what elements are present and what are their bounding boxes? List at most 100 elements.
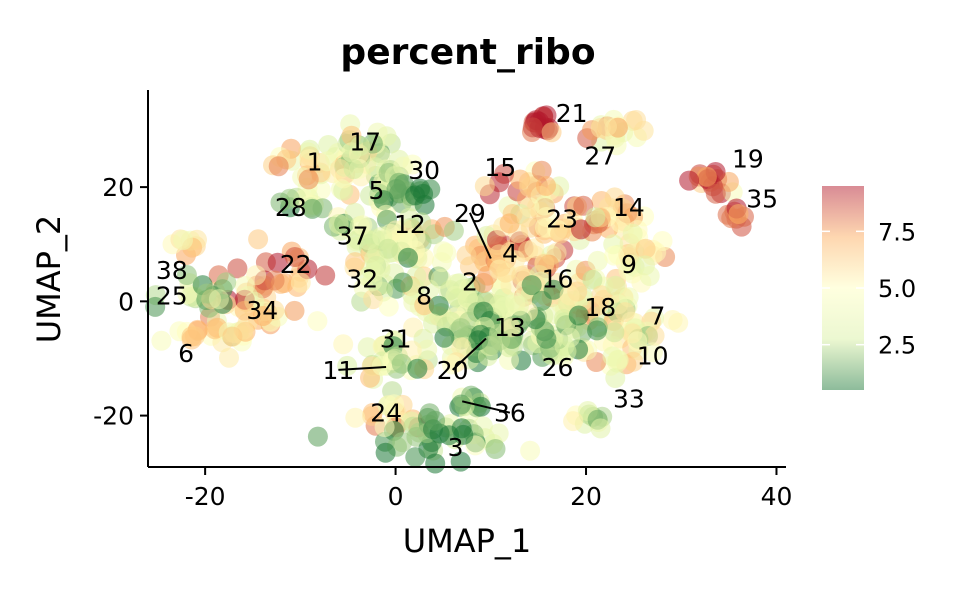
scatter-point-cluster-20	[434, 327, 455, 348]
scatter-point-cluster-32	[398, 232, 419, 253]
cluster-label-32: 32	[346, 265, 378, 294]
scatter-point-cluster-26	[608, 350, 629, 370]
cluster-label-23: 23	[546, 205, 578, 234]
cluster-label-30: 30	[408, 156, 440, 185]
scatter-point-cluster-23	[550, 223, 571, 244]
scatter-point-cluster-11	[441, 354, 462, 375]
cluster-label-16: 16	[542, 265, 574, 294]
scatter-point-cluster-3	[488, 423, 509, 444]
scatter-point-cluster-23	[516, 207, 537, 228]
cluster-label-26: 26	[542, 353, 574, 382]
cluster-label-19: 19	[732, 145, 764, 174]
scatter-point-cluster-3	[425, 410, 446, 431]
cluster-label-10: 10	[637, 342, 669, 371]
scatter-point-cluster-3	[374, 417, 395, 438]
x-tick-label: -20	[185, 482, 226, 511]
scatter-point-cluster-30	[386, 179, 407, 199]
cluster-label-14: 14	[613, 193, 645, 222]
cluster-label-12: 12	[394, 210, 426, 239]
scatter-point-cluster-34	[307, 311, 328, 332]
scatter-point-cluster-6	[222, 326, 243, 347]
scatter-point-cluster-19	[679, 170, 700, 191]
scatter-point-cluster-20	[490, 330, 511, 351]
scatter-point-cluster-24	[384, 394, 405, 415]
legend-ticks: 2.5 5.0 7.5	[822, 218, 916, 360]
scatter-point-cluster-9	[635, 238, 656, 259]
cluster-label-22: 22	[280, 250, 312, 279]
scatter-point-cluster-6	[151, 330, 172, 351]
scatter-point-cluster-3	[405, 447, 426, 468]
scatter-point-cluster-9	[620, 254, 641, 275]
cluster-labels-layer: 1 17 28 5 30 37 12 32 8 2 29 4 16 15 21 27 23 14 918 7 10 26 3…	[156, 99, 778, 462]
scatter-point-cluster-28	[270, 192, 291, 213]
scatter-point-cluster-9	[604, 245, 625, 266]
scatter-point-cluster-8	[392, 272, 413, 293]
cluster-label-33: 33	[613, 385, 645, 414]
scatter-point-cluster-9	[639, 266, 660, 286]
scatter-point-cluster-21	[522, 117, 543, 138]
scatter-point-cluster-22	[248, 229, 269, 250]
points-layer	[145, 105, 754, 474]
scatter-point-cluster-11	[371, 355, 392, 376]
y-tick-label: 20	[102, 173, 134, 202]
cluster-label-17: 17	[349, 127, 381, 156]
cluster-label-4: 4	[502, 239, 518, 268]
cluster-label-35: 35	[746, 185, 778, 214]
scatter-point-cluster-6	[181, 329, 202, 350]
scatter-point-cluster-23	[499, 213, 520, 234]
scatter-point-cluster-35	[728, 204, 749, 224]
cluster-label-27: 27	[584, 142, 616, 171]
scatter-point-cluster-32	[378, 238, 399, 259]
scatter-point-cluster-3	[520, 440, 541, 461]
cluster-label-31: 31	[380, 325, 412, 354]
scatter-point-cluster-3	[451, 418, 472, 439]
scatter-point-cluster-31	[357, 337, 378, 358]
scatter-point-cluster-3	[375, 442, 396, 463]
scatter-point-cluster-24	[362, 403, 383, 423]
scatter-point-cluster-34	[284, 300, 305, 321]
scatter-point-cluster-7	[662, 310, 683, 330]
scatter-point-cluster-8	[430, 268, 451, 289]
scatter-point-cluster-10	[604, 322, 625, 343]
scatter-point-cluster-15	[536, 176, 556, 196]
scatter-point-cluster-1	[298, 169, 319, 190]
scatter-point-cluster-13	[568, 305, 589, 326]
scatter-point-cluster-13	[457, 287, 478, 308]
cluster-label-20: 20	[437, 356, 469, 385]
scatter-point-cluster-25	[145, 296, 166, 317]
cluster-label-2: 2	[462, 267, 478, 296]
scatter-point-cluster-1	[268, 156, 289, 177]
scatter-point-cluster-13	[554, 336, 575, 357]
cluster-label-6: 6	[178, 339, 194, 368]
scatter-point-cluster-16	[505, 250, 526, 271]
scatter-point-cluster-22	[267, 252, 288, 273]
scatter-point-cluster-32	[443, 220, 464, 241]
scatter-point-cluster-37	[328, 214, 349, 234]
x-tick-label: 40	[761, 482, 793, 511]
cluster-label-leader-line	[338, 366, 387, 371]
axis-ticks-layer: -20 0 20 40 -20 0 20	[93, 173, 792, 511]
scatter-point-cluster-15	[531, 160, 552, 181]
scatter-point-cluster-16	[534, 254, 555, 274]
cluster-label-34: 34	[246, 296, 278, 325]
scatter-point-cluster-10	[627, 331, 648, 352]
scatter-point-cluster-17	[350, 136, 371, 156]
scatter-point-cluster-10	[643, 342, 663, 363]
legend-tick-label: 7.5	[878, 218, 916, 246]
scatter-point-cluster-15	[474, 176, 495, 197]
scatter-point-cluster-27	[597, 116, 617, 137]
scatter-point-cluster-25	[234, 275, 255, 296]
cluster-label-leader-line	[452, 337, 487, 371]
scatter-point-cluster-8	[398, 247, 418, 268]
scatter-point-cluster-25	[176, 265, 197, 285]
scatter-point-cluster-13	[521, 275, 542, 296]
cluster-label-24: 24	[370, 399, 402, 428]
scatter-point-cluster-25	[208, 289, 229, 310]
scatter-point-cluster-15	[519, 177, 540, 197]
scatter-point-cluster-13	[509, 295, 529, 316]
scatter-point-cluster-6	[234, 300, 255, 321]
scatter-point-cluster-13	[536, 328, 557, 349]
scatter-point-cluster-10	[644, 325, 665, 346]
scatter-point-cluster-3	[485, 439, 506, 459]
